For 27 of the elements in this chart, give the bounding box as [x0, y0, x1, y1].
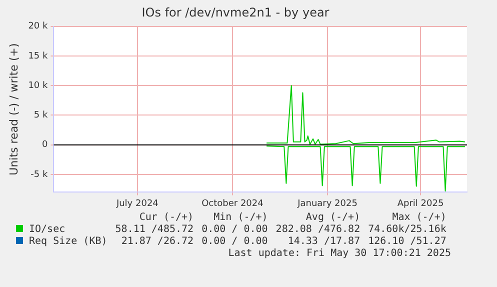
y-tick-label: -5 k [30, 170, 49, 180]
text: 14.33 /17.87 [286, 236, 362, 248]
x-tick-label: April 2025 [397, 198, 444, 209]
text: Last update: Fri May 30 17:00:21 2025 [227, 248, 452, 260]
y-tick-label: 20 k [28, 22, 49, 32]
legend-label: IO/sec [29, 224, 66, 235]
text: 282.08 /476.82 [274, 224, 362, 236]
y-tick-label: 5 k [34, 110, 48, 121]
text: 0.00 / 0.00 [200, 224, 269, 236]
y-tick-label: 0 [42, 140, 48, 150]
legend-label: Req Size (KB) [29, 236, 108, 247]
x-tick-label: July 2024 [115, 198, 159, 209]
text: 0.00 / 0.00 [200, 236, 269, 248]
text: Max (-/+) [391, 212, 448, 224]
text: Cur (-/+) [138, 212, 195, 224]
text: 74.60k/25.16k [367, 224, 448, 236]
x-tick-label: October 2024 [202, 198, 264, 209]
y-tick-label: 15 k [28, 51, 49, 62]
y-tick-label: 10 k [28, 80, 49, 91]
text: 21.87 /26.72 [120, 236, 195, 248]
text: 126.10 /51.27 [367, 236, 448, 248]
y-axis-title: Units read (-) / write (+) [7, 43, 20, 176]
text: Min (-/+) [212, 212, 269, 224]
text: 58.11 /485.72 [114, 224, 195, 236]
x-tick-label: January 2025 [296, 198, 358, 209]
text: Avg (-/+) [304, 212, 362, 224]
chart-title: IOs for /dev/nvme2n1 - by year [142, 5, 330, 20]
